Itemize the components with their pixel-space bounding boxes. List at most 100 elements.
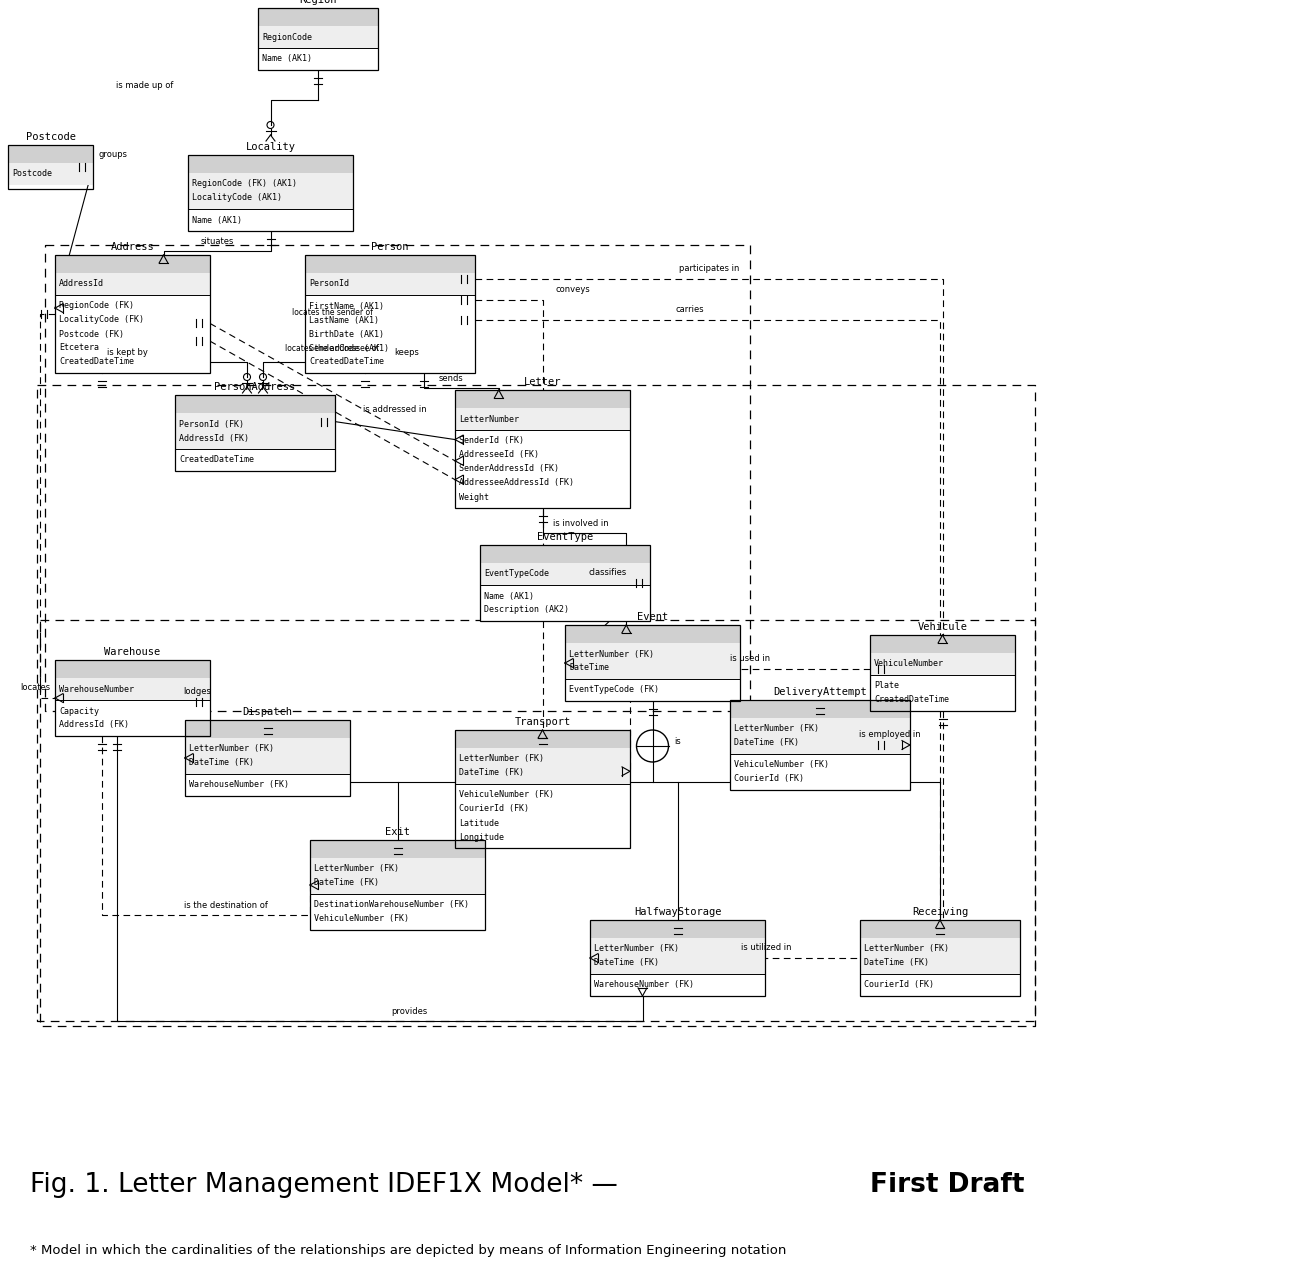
Bar: [8, 146, 93, 163]
Bar: [480, 585, 651, 621]
Bar: [565, 624, 740, 701]
Text: Locality: Locality: [246, 142, 296, 152]
Bar: [55, 700, 209, 736]
Text: is employed in: is employed in: [859, 730, 920, 739]
Bar: [258, 49, 378, 70]
Text: locates: locates: [20, 683, 50, 692]
Bar: [590, 939, 764, 974]
Text: DateTime (FK): DateTime (FK): [734, 738, 798, 747]
Text: WarehouseNumber (FK): WarehouseNumber (FK): [188, 780, 289, 789]
Text: is made up of: is made up of: [115, 80, 173, 89]
Text: DestinationWarehouseNumber (FK): DestinationWarehouseNumber (FK): [314, 900, 469, 909]
Text: PersonId (FK): PersonId (FK): [179, 420, 243, 429]
Bar: [258, 8, 378, 26]
Text: VehiculeNumber (FK): VehiculeNumber (FK): [734, 761, 829, 770]
Bar: [870, 635, 1014, 711]
Text: locates the addressee of: locates the addressee of: [285, 344, 380, 354]
Text: VehiculeNumber (FK): VehiculeNumber (FK): [459, 790, 554, 799]
Bar: [590, 919, 764, 996]
Bar: [8, 146, 93, 189]
Text: CourierId (FK): CourierId (FK): [864, 981, 935, 990]
Text: Transport: Transport: [514, 716, 571, 727]
Text: DateTime (FK): DateTime (FK): [314, 879, 380, 888]
Bar: [258, 26, 378, 49]
Text: keeps: keeps: [394, 349, 419, 358]
Bar: [730, 700, 910, 790]
Bar: [55, 255, 209, 273]
Text: Event: Event: [637, 612, 668, 622]
Bar: [175, 412, 335, 450]
Text: Region: Region: [300, 0, 336, 5]
Bar: [55, 295, 209, 373]
Text: AddressId (FK): AddressId (FK): [179, 433, 249, 443]
Text: DateTime: DateTime: [569, 664, 609, 673]
Text: lodges: lodges: [183, 687, 212, 696]
Bar: [456, 784, 630, 848]
Text: CreatedDateTime: CreatedDateTime: [874, 696, 949, 705]
Text: RegionCode (FK) (AK1): RegionCode (FK) (AK1): [192, 180, 297, 189]
Text: BirthDate (AK1): BirthDate (AK1): [309, 329, 384, 338]
Text: Postcode: Postcode: [25, 132, 76, 142]
Text: EventTypeCode (FK): EventTypeCode (FK): [569, 686, 658, 695]
Bar: [185, 774, 350, 796]
Bar: [480, 545, 651, 563]
Text: VehiculeNumber (FK): VehiculeNumber (FK): [314, 914, 408, 923]
Text: Latitude: Latitude: [459, 819, 499, 827]
Bar: [175, 395, 335, 471]
Text: is utilized in: is utilized in: [741, 942, 792, 951]
Text: Plate: Plate: [874, 682, 899, 691]
Text: Postcode (FK): Postcode (FK): [59, 329, 124, 338]
Text: LetterNumber (FK): LetterNumber (FK): [734, 724, 819, 733]
Text: LetterNumber (FK): LetterNumber (FK): [314, 865, 399, 873]
Bar: [590, 919, 764, 939]
Text: is: is: [674, 737, 681, 746]
Text: LocalityCode (AK1): LocalityCode (AK1): [192, 194, 281, 203]
Text: RegionCode (FK): RegionCode (FK): [59, 301, 134, 310]
Text: Person: Person: [372, 243, 408, 252]
Bar: [870, 635, 1014, 653]
Text: classifies: classifies: [588, 568, 627, 577]
Text: LetterNumber (FK): LetterNumber (FK): [594, 945, 679, 954]
Bar: [860, 919, 1020, 996]
Text: LocalityCode (FK): LocalityCode (FK): [59, 315, 144, 324]
Text: LetterNumber (FK): LetterNumber (FK): [864, 945, 949, 954]
Text: carries: carries: [675, 305, 704, 314]
Text: GenderCode (AK1): GenderCode (AK1): [309, 344, 389, 352]
Text: Exit: Exit: [385, 827, 410, 836]
Bar: [55, 273, 209, 295]
Text: PersonAddress: PersonAddress: [215, 382, 296, 392]
Text: LastName (AK1): LastName (AK1): [309, 315, 380, 324]
Bar: [55, 255, 209, 373]
Bar: [175, 395, 335, 412]
Bar: [188, 172, 353, 209]
Text: Postcode: Postcode: [12, 170, 52, 179]
Bar: [456, 730, 630, 848]
Bar: [258, 8, 378, 70]
Text: DateTime (FK): DateTime (FK): [864, 959, 929, 968]
Bar: [870, 653, 1014, 676]
Bar: [310, 894, 486, 930]
Bar: [730, 718, 910, 753]
Text: CreatedDateTime: CreatedDateTime: [179, 456, 254, 465]
Text: situates: situates: [200, 238, 234, 246]
Text: Warehouse: Warehouse: [105, 647, 161, 656]
Bar: [310, 858, 486, 894]
Bar: [565, 644, 740, 679]
Bar: [480, 545, 651, 621]
Text: AddressId (FK): AddressId (FK): [59, 720, 130, 729]
Text: Fig. 1. Letter Management IDEF1X Model* —: Fig. 1. Letter Management IDEF1X Model* …: [30, 1172, 626, 1198]
Text: AddresseeAddressId (FK): AddresseeAddressId (FK): [459, 479, 575, 488]
Text: is involved in: is involved in: [552, 518, 609, 527]
Bar: [8, 163, 93, 185]
Text: VehiculeNumber: VehiculeNumber: [874, 659, 944, 668]
Bar: [305, 273, 475, 295]
Text: participates in: participates in: [678, 263, 740, 272]
Bar: [565, 679, 740, 701]
Bar: [870, 676, 1014, 711]
Text: CourierId (FK): CourierId (FK): [459, 805, 529, 813]
Bar: [305, 295, 475, 373]
Bar: [730, 700, 910, 718]
Text: Name (AK1): Name (AK1): [192, 216, 242, 225]
Text: SenderAddressId (FK): SenderAddressId (FK): [459, 465, 559, 474]
Text: SenderId (FK): SenderId (FK): [459, 437, 524, 446]
